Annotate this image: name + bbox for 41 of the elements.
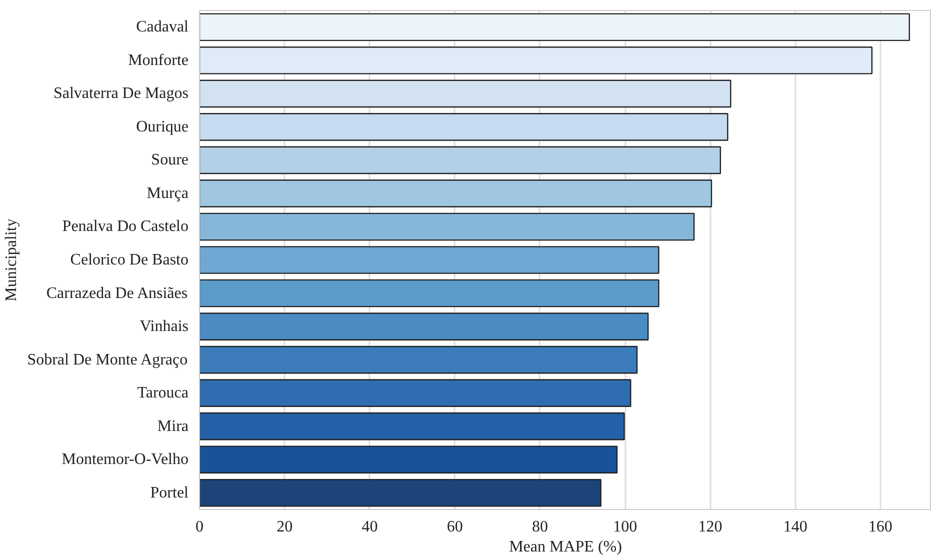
x-tick-label: 100 — [613, 518, 638, 536]
bar — [200, 478, 602, 507]
y-tick-label: Soure — [151, 152, 188, 169]
x-tick-label: 80 — [532, 518, 548, 536]
bar — [200, 246, 660, 274]
bar — [200, 180, 712, 208]
bar — [200, 212, 695, 241]
y-tick-label: Tarouca — [137, 384, 189, 402]
y-axis-title: Municipality — [3, 218, 20, 302]
y-tick-label: Montemor-O-Velho — [62, 451, 188, 468]
y-tick-label: Portel — [150, 484, 190, 502]
x-tick-label: 120 — [698, 518, 722, 536]
bar — [200, 46, 873, 74]
y-tick-label: Monforte — [128, 52, 189, 69]
bar — [200, 379, 632, 407]
x-axis-title: Mean MAPE (%) — [509, 538, 622, 556]
bar — [200, 146, 722, 174]
y-tick-label: Salvaterra De Magos — [53, 85, 188, 102]
x-tick-label: 60 — [446, 518, 463, 536]
y-tick-label: Ourique — [136, 118, 189, 136]
y-tick-label: Murça — [146, 184, 189, 202]
bar — [200, 346, 638, 374]
bar — [200, 13, 910, 42]
y-tick-label: Cadaval — [136, 18, 190, 36]
x-tick-label: 160 — [868, 518, 892, 536]
bar — [200, 279, 660, 308]
y-tick-label: Carrazeda De Ansiães — [46, 284, 188, 302]
x-tick-label: 0 — [196, 518, 204, 536]
bar — [200, 80, 732, 108]
x-tick-label: 20 — [276, 518, 293, 536]
x-tick-label: 140 — [783, 518, 808, 536]
bar — [200, 113, 728, 141]
bar — [200, 446, 618, 474]
y-tick-label: Mira — [157, 418, 189, 435]
y-tick-label: Celorico De Basto — [70, 252, 189, 268]
y-tick-label: Sobral De Monte Agraço — [27, 351, 188, 368]
x-tick-label: 40 — [362, 518, 378, 536]
y-tick-label: Vinhais — [140, 318, 188, 336]
bar — [200, 312, 649, 340]
bar — [200, 412, 625, 440]
y-tick-label: Penalva Do Castelo — [62, 218, 189, 236]
